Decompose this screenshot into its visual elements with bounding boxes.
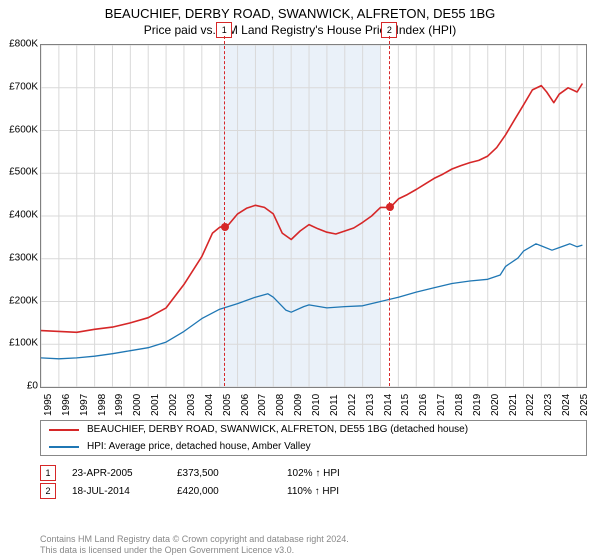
legend-label: BEAUCHIEF, DERBY ROAD, SWANWICK, ALFRETO…	[87, 424, 468, 435]
ytick-label: £700K	[2, 81, 38, 92]
legend: BEAUCHIEF, DERBY ROAD, SWANWICK, ALFRETO…	[40, 420, 587, 456]
xtick-label: 2011	[329, 394, 340, 416]
xtick-label: 2000	[132, 394, 143, 416]
sales-row-marker: 1	[40, 465, 56, 481]
xtick-label: 2006	[240, 394, 251, 416]
chart-titles: BEAUCHIEF, DERBY ROAD, SWANWICK, ALFRETO…	[0, 0, 600, 37]
xtick-label: 2008	[275, 394, 286, 416]
sale-vline	[389, 36, 390, 386]
footer: Contains HM Land Registry data © Crown c…	[40, 534, 349, 557]
sales-row: 2 18-JUL-2014£420,000110% ↑ HPI	[40, 482, 340, 500]
legend-label: HPI: Average price, detached house, Ambe…	[87, 441, 311, 452]
ytick-label: £100K	[2, 338, 38, 349]
xtick-label: 1997	[79, 394, 90, 416]
xtick-label: 2020	[490, 394, 501, 416]
ytick-label: £500K	[2, 167, 38, 178]
ytick-label: £200K	[2, 295, 38, 306]
xtick-label: 2004	[204, 394, 215, 416]
xtick-label: 2015	[400, 394, 411, 416]
footer-line-1: Contains HM Land Registry data © Crown c…	[40, 534, 349, 545]
legend-row: BEAUCHIEF, DERBY ROAD, SWANWICK, ALFRETO…	[41, 421, 586, 438]
xtick-label: 2014	[383, 394, 394, 416]
xtick-label: 1998	[97, 394, 108, 416]
xtick-label: 1996	[61, 394, 72, 416]
ytick-label: £400K	[2, 210, 38, 221]
xtick-label: 2010	[311, 394, 322, 416]
plot-svg	[41, 45, 586, 387]
sales-row-hpi: 102% ↑ HPI	[287, 468, 340, 479]
legend-swatch	[49, 429, 79, 431]
xtick-label: 2019	[472, 394, 483, 416]
xtick-label: 2025	[579, 394, 590, 416]
xtick-label: 2007	[257, 394, 268, 416]
plot-area	[40, 44, 587, 388]
sales-row-marker: 2	[40, 483, 56, 499]
xtick-label: 1999	[114, 394, 125, 416]
ytick-label: £300K	[2, 252, 38, 263]
xtick-label: 2009	[293, 394, 304, 416]
sales-row-price: £420,000	[177, 486, 287, 497]
xtick-label: 2002	[168, 394, 179, 416]
title-line-2: Price paid vs. HM Land Registry's House …	[0, 23, 600, 37]
xtick-label: 2001	[150, 394, 161, 416]
sales-row: 1 23-APR-2005£373,500102% ↑ HPI	[40, 464, 340, 482]
legend-swatch	[49, 446, 79, 448]
sale-point-1	[221, 223, 229, 231]
ytick-label: £600K	[2, 124, 38, 135]
sales-row-hpi: 110% ↑ HPI	[287, 486, 339, 497]
xtick-label: 2023	[543, 394, 554, 416]
sale-point-2	[386, 203, 394, 211]
xtick-label: 1995	[43, 394, 54, 416]
xtick-label: 2017	[436, 394, 447, 416]
sales-row-date: 18-JUL-2014	[72, 486, 177, 497]
xtick-label: 2016	[418, 394, 429, 416]
xtick-label: 2018	[454, 394, 465, 416]
sales-row-date: 23-APR-2005	[72, 468, 177, 479]
ytick-label: £800K	[2, 39, 38, 50]
xtick-label: 2003	[186, 394, 197, 416]
title-line-1: BEAUCHIEF, DERBY ROAD, SWANWICK, ALFRETO…	[0, 6, 600, 21]
sales-table: 1 23-APR-2005£373,500102% ↑ HPI 2 18-JUL-20…	[40, 464, 340, 500]
xtick-label: 2022	[525, 394, 536, 416]
sales-row-price: £373,500	[177, 468, 287, 479]
xtick-label: 2012	[347, 394, 358, 416]
xtick-label: 2021	[508, 394, 519, 416]
xtick-label: 2005	[222, 394, 233, 416]
legend-row: HPI: Average price, detached house, Ambe…	[41, 438, 586, 455]
footer-line-2: This data is licensed under the Open Gov…	[40, 545, 349, 556]
ytick-label: £0	[2, 381, 38, 392]
xtick-label: 2013	[365, 394, 376, 416]
sale-vline	[224, 36, 225, 386]
chart-container: { "title_line1": "BEAUCHIEF, DERBY ROAD,…	[0, 0, 600, 560]
xtick-label: 2024	[561, 394, 572, 416]
